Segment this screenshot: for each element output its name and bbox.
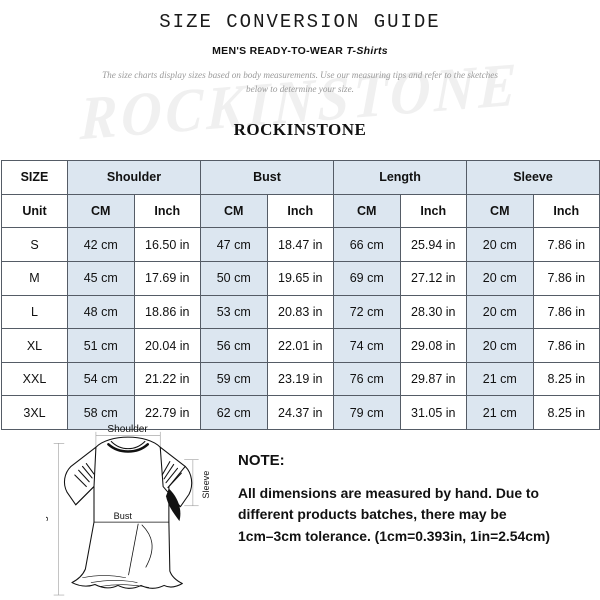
svg-text:Bust: Bust [114,511,133,521]
svg-text:Sleeve: Sleeve [201,471,211,499]
svg-text:Length: Length [46,508,49,539]
svg-text:Shoulder: Shoulder [107,424,148,435]
